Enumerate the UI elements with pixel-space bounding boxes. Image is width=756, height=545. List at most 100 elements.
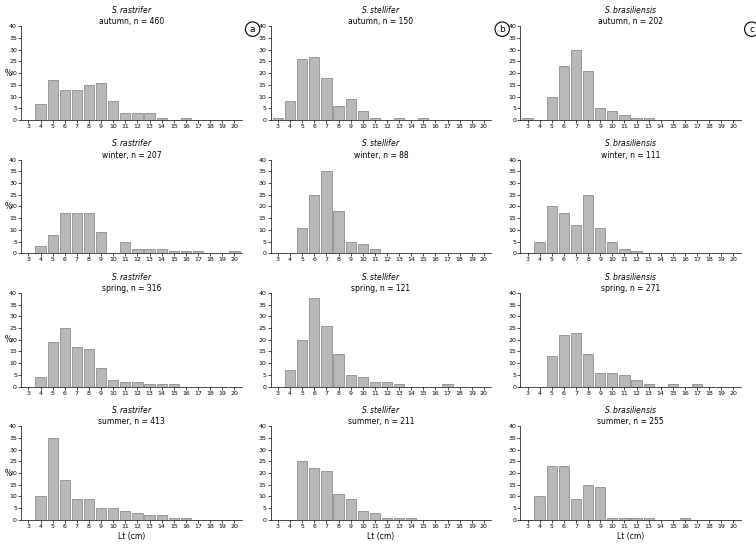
Title: $\mathit{S. rastrifer}$
autumn, n = 460: $\mathit{S. rastrifer}$ autumn, n = 460 [99,4,164,26]
Text: a: a [250,25,256,34]
Bar [132,113,143,120]
Bar [321,326,332,386]
Bar [345,241,356,253]
Bar [442,384,453,386]
Bar [36,496,45,520]
Bar [559,335,569,386]
Bar [156,249,167,253]
Bar [96,508,107,520]
Bar [406,518,417,520]
Bar [571,499,581,520]
Bar [36,246,45,253]
Bar [333,354,344,386]
Bar [84,85,94,120]
Bar [309,57,320,120]
X-axis label: Lt (cm): Lt (cm) [118,532,145,541]
Title: $\mathit{S. brasiliensis}$
summer, n = 255: $\mathit{S. brasiliensis}$ summer, n = 2… [597,404,664,426]
Bar [333,106,344,120]
Title: $\mathit{S. stellifer}$
spring, n = 121: $\mathit{S. stellifer}$ spring, n = 121 [352,271,411,293]
Bar [668,384,678,386]
Bar [120,241,131,253]
Y-axis label: %: % [5,469,11,477]
Bar [559,66,569,120]
Bar [619,249,630,253]
Bar [181,118,191,120]
Bar [607,518,618,520]
Title: $\mathit{S. rastrifer}$
summer, n = 413: $\mathit{S. rastrifer}$ summer, n = 413 [98,404,165,426]
Bar [181,518,191,520]
Bar [358,244,368,253]
Bar [583,71,593,120]
Title: $\mathit{S. rastrifer}$
winter, n = 207: $\mathit{S. rastrifer}$ winter, n = 207 [101,137,161,160]
Bar [370,118,380,120]
Bar [169,384,179,386]
Bar [60,480,70,520]
Bar [285,101,296,120]
Bar [534,241,545,253]
Bar [321,78,332,120]
Bar [108,101,119,120]
Bar [619,518,630,520]
Bar [358,377,368,386]
Bar [84,214,94,253]
X-axis label: Lt (cm): Lt (cm) [367,532,395,541]
Bar [297,59,308,120]
Bar [643,518,654,520]
Bar [571,225,581,253]
Bar [333,494,344,520]
Bar [345,499,356,520]
Bar [547,356,557,386]
Bar [358,511,368,520]
Bar [273,118,284,120]
Bar [394,384,404,386]
Title: $\mathit{S. brasiliensis}$
autumn, n = 202: $\mathit{S. brasiliensis}$ autumn, n = 2… [598,4,663,26]
Bar [285,370,296,386]
Y-axis label: %: % [5,202,11,211]
Bar [607,111,618,120]
Bar [631,251,642,253]
Bar [169,518,179,520]
X-axis label: Lt (cm): Lt (cm) [617,532,644,541]
Bar [132,382,143,386]
Bar [345,99,356,120]
Bar [120,382,131,386]
Bar [547,466,557,520]
Bar [144,249,155,253]
Bar [229,251,240,253]
Bar [595,108,606,120]
Bar [370,382,380,386]
Bar [631,118,642,120]
Bar [297,227,308,253]
Title: $\mathit{S. stellifer}$
winter, n = 88: $\mathit{S. stellifer}$ winter, n = 88 [354,137,408,160]
Bar [619,116,630,120]
Bar [60,214,70,253]
Y-axis label: %: % [5,69,11,77]
Bar [48,438,57,520]
Bar [595,227,606,253]
Bar [120,511,131,520]
Bar [84,349,94,386]
Bar [370,249,380,253]
Bar [631,379,642,386]
Bar [643,118,654,120]
Bar [394,518,404,520]
Bar [607,241,618,253]
Bar [309,298,320,386]
Bar [60,89,70,120]
Bar [534,496,545,520]
Bar [370,513,380,520]
Bar [72,89,82,120]
Text: c: c [749,25,754,34]
Bar [48,80,57,120]
Bar [382,382,392,386]
Bar [583,195,593,253]
Bar [309,468,320,520]
Bar [595,487,606,520]
Bar [522,118,533,120]
Bar [643,384,654,386]
Title: $\mathit{S. brasiliensis}$
winter, n = 111: $\mathit{S. brasiliensis}$ winter, n = 1… [601,137,660,160]
Bar [607,373,618,386]
Bar [36,104,45,120]
Bar [60,328,70,386]
Bar [619,375,630,386]
